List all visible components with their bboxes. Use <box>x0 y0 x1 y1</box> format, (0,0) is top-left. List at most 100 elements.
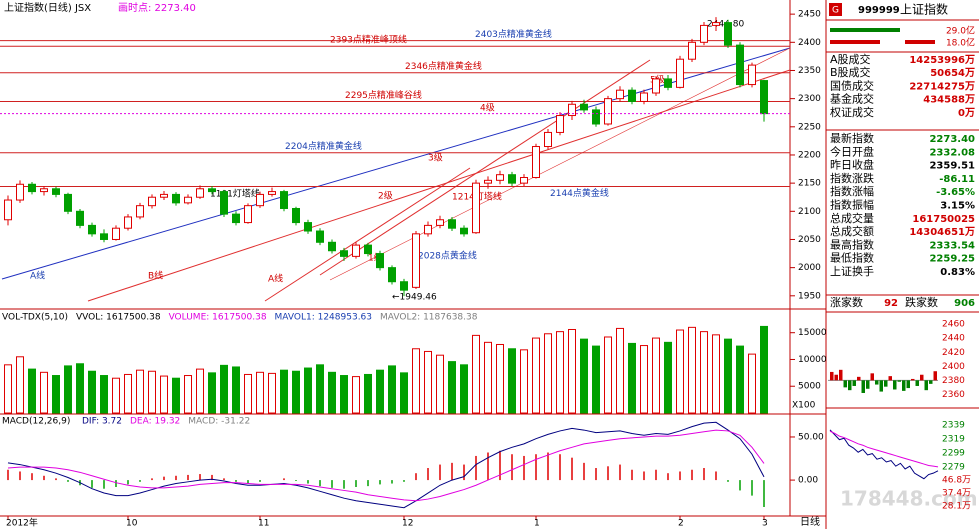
mini-tick-label: 2420 <box>942 348 965 358</box>
volume-bar <box>88 370 96 414</box>
y-tick-label: 2000 <box>798 263 821 273</box>
volume-bar <box>388 365 396 414</box>
watermark: 178448.com <box>840 487 978 511</box>
volume-bar <box>436 354 444 414</box>
macd-line <box>7 429 765 502</box>
candle-body <box>484 179 492 184</box>
candle-body <box>388 267 396 283</box>
candle-body <box>4 199 12 221</box>
volume-bar <box>448 361 456 414</box>
code: 999999 <box>858 5 900 16</box>
volume-bar <box>640 345 648 414</box>
legend-entry: MAVOL2: 1187638.38 <box>380 313 478 323</box>
legend-entry: DEA: 19.32 <box>130 417 180 427</box>
y-tick-label: 50.00 <box>798 432 824 442</box>
y-tick-label: 5000 <box>798 382 821 392</box>
volume-bar <box>328 371 336 414</box>
volume-bar <box>208 372 216 414</box>
candle-body <box>184 196 192 204</box>
volume-bar <box>412 348 420 414</box>
volume-bar <box>460 364 468 414</box>
row-label: 今日开盘 <box>830 144 874 158</box>
candle-body <box>64 193 72 212</box>
x-tick-label: 12 <box>402 519 413 529</box>
candle-body <box>508 174 516 184</box>
dec-label: 跌家数 <box>905 295 938 309</box>
row-value: -86.11 <box>939 174 975 185</box>
annotation: 2028点黄金线 <box>418 250 477 262</box>
candle-body <box>400 281 408 291</box>
volume-bar <box>604 336 612 414</box>
mini-vol-label: 46.8万 <box>942 476 971 486</box>
candle-body <box>724 22 732 46</box>
volume-bar <box>172 377 180 414</box>
mini-line <box>829 429 939 480</box>
annotation: 1101灯塔线 <box>210 188 260 200</box>
mini-bar <box>839 369 843 381</box>
flow-label: 18.0亿 <box>946 37 975 49</box>
mini-bar <box>897 380 901 382</box>
volume-bar <box>592 345 600 414</box>
trend-line <box>329 47 791 281</box>
volume-bar <box>760 325 768 414</box>
row-value: 50654万 <box>930 67 975 79</box>
y-tick-label: 2050 <box>798 235 821 245</box>
row-value: 0.83% <box>940 267 975 278</box>
mini-bar <box>870 373 874 381</box>
row-label: 最高指数 <box>830 237 874 251</box>
candle-body <box>244 205 252 224</box>
volume-bar <box>736 345 744 414</box>
volume-bar <box>544 333 552 414</box>
x-tick-label: 3 <box>762 519 768 529</box>
annotation: ←1949.46 <box>392 293 437 303</box>
volume-bar <box>112 377 120 414</box>
volume-bar <box>304 367 312 414</box>
y-tick-label: 15000 <box>798 328 827 338</box>
candle-body <box>196 188 204 198</box>
adv-label: 涨家数 <box>830 295 863 309</box>
volume-bar <box>268 372 276 414</box>
volume-bar <box>664 341 672 414</box>
candle-body <box>28 183 36 193</box>
macd-line <box>7 421 765 509</box>
volume-bar <box>40 371 48 414</box>
y-tick-label: 2150 <box>798 179 821 189</box>
level-label: 2403点精准黄金线 <box>475 28 552 40</box>
volume-bar <box>28 368 36 414</box>
y-tick-label: 0.00 <box>798 476 818 486</box>
volume-bar <box>676 329 684 414</box>
volume-bar <box>256 371 264 414</box>
mini-tick-label: 2360 <box>942 390 965 400</box>
annotation: B线 <box>148 270 163 282</box>
name: 上证指数 <box>900 2 948 17</box>
row-label: A股成交 <box>830 52 871 66</box>
volume-bar <box>160 375 168 414</box>
row-label: 权证成交 <box>830 105 874 119</box>
row-value: -3.65% <box>936 187 975 198</box>
candle-body <box>556 115 564 133</box>
legend-entry: MAVOL1: 1248953.63 <box>275 313 372 323</box>
candle-body <box>112 227 120 240</box>
annotation: 2级 <box>378 190 393 202</box>
candle-body <box>580 103 588 111</box>
mini-tick-label: 2279 <box>942 462 965 472</box>
candle-body <box>268 191 276 195</box>
row-label: 最新指数 <box>830 131 874 145</box>
volume-bar <box>64 365 72 414</box>
candle-body <box>100 233 108 240</box>
volume-bar <box>376 369 384 414</box>
x-tick-label: 1 <box>534 519 540 529</box>
candle-body <box>436 219 444 226</box>
flow-bar <box>905 40 935 44</box>
candle-body <box>76 210 84 226</box>
mini-bar <box>906 380 910 389</box>
x-tick-label: 2012年 <box>6 517 38 529</box>
row-label: 上证换手 <box>830 264 874 278</box>
candle-body <box>148 196 156 207</box>
candle-body <box>352 244 360 257</box>
annotation: 4级 <box>480 102 495 114</box>
mini-vol-label: 37.4万 <box>942 489 971 499</box>
mini-bar <box>920 374 924 381</box>
candle-body <box>688 41 696 60</box>
